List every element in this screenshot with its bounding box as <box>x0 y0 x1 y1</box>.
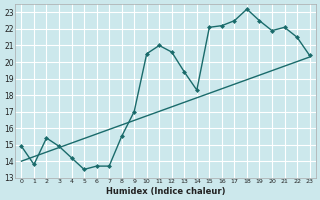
X-axis label: Humidex (Indice chaleur): Humidex (Indice chaleur) <box>106 187 225 196</box>
